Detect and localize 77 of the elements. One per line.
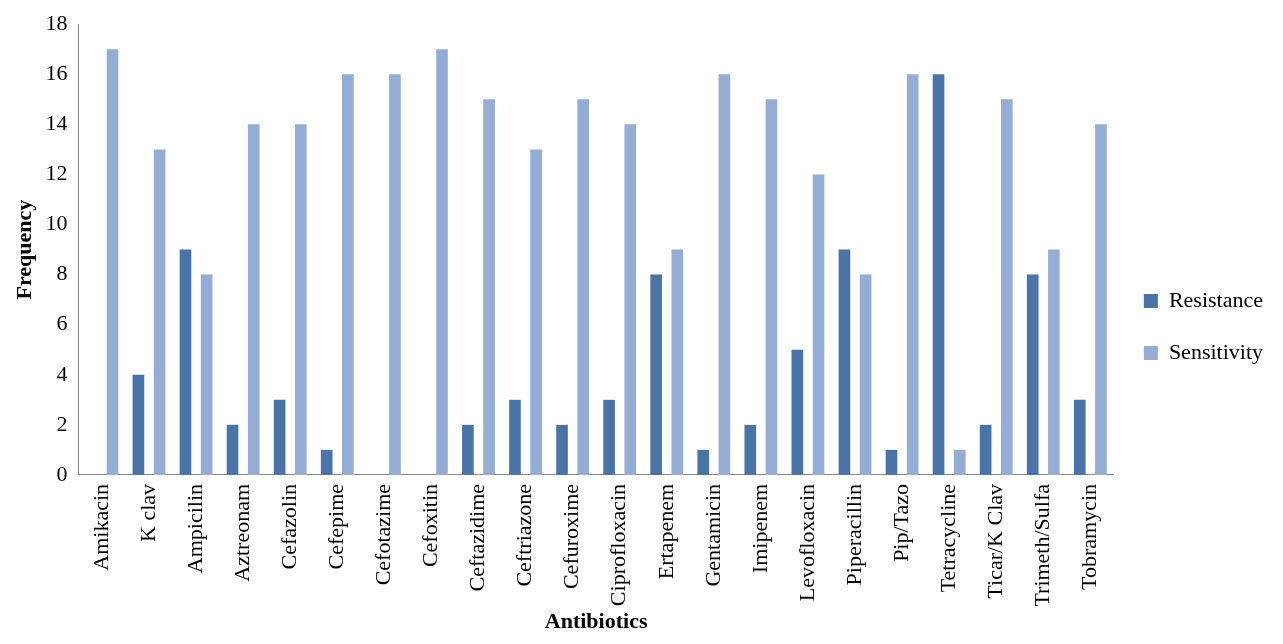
bar	[179, 249, 192, 475]
x-tick-label: Amikacin	[87, 483, 113, 571]
x-tick-label: Pip/Tazo	[887, 483, 913, 562]
y-tick-label: 6	[56, 310, 68, 336]
x-tick-label: Cefuroxime	[558, 483, 584, 590]
x-tick-label: Piperacillin	[840, 483, 866, 586]
y-tick-label: 18	[45, 9, 68, 35]
x-tick-label: Ceftriazone	[511, 483, 537, 587]
bar	[320, 449, 333, 475]
y-tick-label: 10	[45, 210, 68, 236]
bar	[791, 349, 804, 475]
bar	[979, 424, 992, 475]
bar	[1073, 399, 1086, 475]
legend-label: Resistance	[1168, 286, 1263, 312]
bar	[247, 124, 260, 475]
bar	[226, 424, 239, 475]
x-tick-label: Gentamicin	[699, 483, 725, 587]
bar	[885, 449, 898, 475]
x-tick-label: Ertapenem	[652, 483, 678, 580]
x-tick-label: Tetracycline	[934, 483, 960, 593]
bar	[556, 424, 568, 475]
x-tick-label: Trimeth/Sulfa	[1029, 483, 1055, 607]
bar	[1048, 249, 1060, 475]
y-tick-label: 14	[45, 110, 68, 136]
bar	[132, 374, 145, 475]
bar	[650, 274, 662, 475]
bar	[273, 399, 286, 475]
x-tick-label: Cefotazime	[370, 483, 396, 586]
x-tick-label: Levofloxacin	[793, 483, 819, 602]
bar	[200, 274, 213, 475]
bar	[812, 174, 825, 475]
bar	[389, 74, 401, 475]
x-tick-label: Tobramycin	[1076, 483, 1102, 590]
bar	[577, 99, 590, 475]
bar	[153, 149, 166, 475]
x-tick-label: Ceftazidime	[464, 483, 490, 592]
bar	[744, 424, 757, 475]
x-axis-title: Antibiotics	[544, 608, 648, 634]
bar	[932, 74, 945, 475]
bar	[342, 74, 354, 475]
bar	[483, 99, 495, 475]
bar	[718, 74, 731, 475]
x-tick-label: Ticar/K Clav	[981, 483, 1007, 599]
bar	[765, 99, 778, 475]
bar	[1000, 99, 1013, 475]
bar	[671, 249, 684, 475]
x-tick-label: Cefoxitin	[417, 483, 443, 568]
x-tick-label: Ciprofloxacin	[605, 483, 631, 607]
bar	[294, 124, 307, 475]
bar	[624, 124, 637, 475]
x-tick-label: Cefepime	[323, 483, 349, 570]
bar	[953, 449, 966, 475]
bar	[906, 74, 919, 475]
x-tick-label: Ampicilin	[181, 483, 207, 574]
y-tick-label: 12	[45, 160, 68, 186]
bar	[697, 449, 710, 475]
x-tick-label: Aztreonam	[228, 483, 254, 582]
x-tick-label: K clav	[134, 483, 160, 542]
bar	[530, 149, 542, 475]
bar	[436, 49, 448, 475]
bar	[509, 399, 521, 475]
bar	[838, 249, 851, 475]
bar	[859, 274, 872, 475]
y-axis-title: Frequency	[10, 199, 36, 300]
y-tick-label: 8	[56, 260, 68, 286]
bar	[1026, 274, 1039, 475]
bar	[1095, 124, 1107, 475]
y-tick-label: 4	[56, 360, 68, 386]
bar	[106, 49, 119, 475]
y-tick-label: 16	[45, 60, 68, 86]
bar	[603, 399, 615, 475]
x-tick-label: Imipenem	[746, 483, 772, 574]
y-tick-label: 2	[56, 410, 68, 436]
x-tick-label: Cefazolin	[275, 483, 301, 570]
bar	[462, 424, 474, 475]
y-tick-label: 0	[56, 460, 68, 486]
legend-label: Sensitivity	[1168, 338, 1263, 364]
